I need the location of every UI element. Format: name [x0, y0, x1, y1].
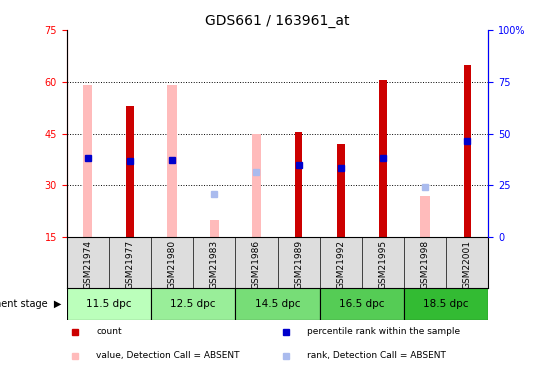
Text: GSM21983: GSM21983 — [210, 240, 219, 289]
Text: 16.5 dpc: 16.5 dpc — [339, 299, 385, 309]
Text: percentile rank within the sample: percentile rank within the sample — [307, 327, 460, 336]
Bar — [404, 288, 488, 320]
Bar — [295, 132, 302, 237]
Text: 18.5 dpc: 18.5 dpc — [423, 299, 469, 309]
Text: GSM21989: GSM21989 — [294, 240, 303, 289]
Text: GSM21974: GSM21974 — [83, 240, 92, 289]
Text: GSM21977: GSM21977 — [125, 240, 134, 289]
Bar — [151, 288, 235, 320]
Text: GSM21980: GSM21980 — [168, 240, 176, 289]
Bar — [379, 80, 387, 237]
Text: GSM22001: GSM22001 — [463, 240, 472, 289]
Bar — [463, 64, 471, 237]
Title: GDS661 / 163961_at: GDS661 / 163961_at — [205, 13, 350, 28]
Bar — [168, 85, 176, 237]
Bar — [83, 85, 92, 237]
Text: value, Detection Call = ABSENT: value, Detection Call = ABSENT — [96, 351, 240, 360]
Bar — [126, 106, 134, 237]
Bar — [252, 134, 261, 237]
Text: development stage  ▶: development stage ▶ — [0, 299, 61, 309]
Text: GSM21998: GSM21998 — [421, 240, 430, 289]
Text: 11.5 dpc: 11.5 dpc — [86, 299, 132, 309]
Bar — [210, 220, 219, 237]
Text: 12.5 dpc: 12.5 dpc — [170, 299, 216, 309]
Bar — [421, 196, 430, 237]
Text: GSM21995: GSM21995 — [379, 240, 387, 289]
Bar — [337, 144, 345, 237]
Bar — [235, 288, 320, 320]
Text: 14.5 dpc: 14.5 dpc — [255, 299, 300, 309]
Text: GSM21992: GSM21992 — [336, 240, 345, 289]
Bar — [67, 288, 151, 320]
Text: GSM21986: GSM21986 — [252, 240, 261, 289]
Text: rank, Detection Call = ABSENT: rank, Detection Call = ABSENT — [307, 351, 446, 360]
Text: count: count — [96, 327, 122, 336]
Bar — [320, 288, 404, 320]
